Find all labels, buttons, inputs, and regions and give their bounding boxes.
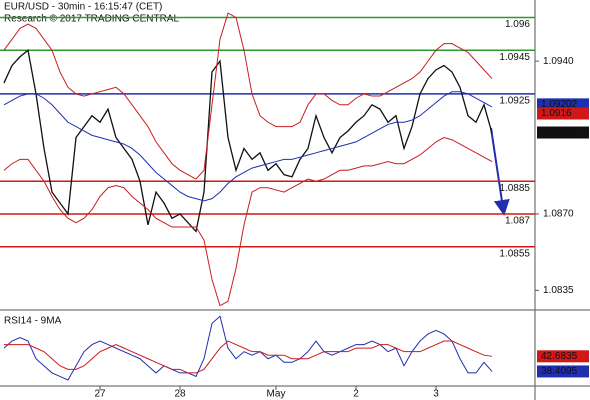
price-label-box: [537, 126, 589, 139]
price-label: 1.09073: [541, 127, 578, 138]
rsi-label: 42.6835: [541, 351, 578, 362]
level-label: 1.096: [505, 19, 530, 30]
x-tick-label: 2: [353, 389, 359, 400]
x-tick-label: 3: [433, 389, 439, 400]
y-tick-label: 1.0835: [543, 285, 574, 296]
price-label-box: [537, 107, 589, 120]
rsi-label-box: [537, 365, 589, 378]
y-tick-label: 1.0870: [543, 209, 574, 220]
series-line: [3, 136, 493, 307]
chart-title: EUR/USD - 30min - 16:15:47 (CET): [4, 2, 162, 13]
level-label: 1.087: [505, 216, 530, 227]
rsi-label: 38.4095: [541, 366, 578, 377]
level-label: 1.0925: [499, 96, 530, 107]
rsi-title: RSI14 - 9MA: [4, 316, 62, 327]
price-label: 1.09202: [541, 99, 578, 110]
forecast-arrow: [490, 127, 510, 216]
series-line: [3, 315, 493, 381]
series-line: [3, 49, 493, 233]
series-line: [3, 12, 493, 180]
x-tick-label: May: [267, 389, 286, 400]
chart-subtitle: Research © 2017 TRADING CENTRAL: [4, 14, 179, 25]
price-label-box: [537, 98, 589, 111]
level-label: 1.0855: [499, 248, 530, 259]
x-tick-label: 27: [94, 389, 106, 400]
level-label: 1.0945: [499, 52, 530, 63]
y-tick-label: 1.0940: [543, 56, 574, 67]
level-label: 1.0885: [499, 183, 530, 194]
series-line: [4, 340, 493, 374]
rsi-label-box: [537, 350, 589, 363]
x-tick-label: 28: [174, 389, 186, 400]
price-label: 1.0916: [541, 108, 572, 119]
series-line: [3, 91, 493, 202]
